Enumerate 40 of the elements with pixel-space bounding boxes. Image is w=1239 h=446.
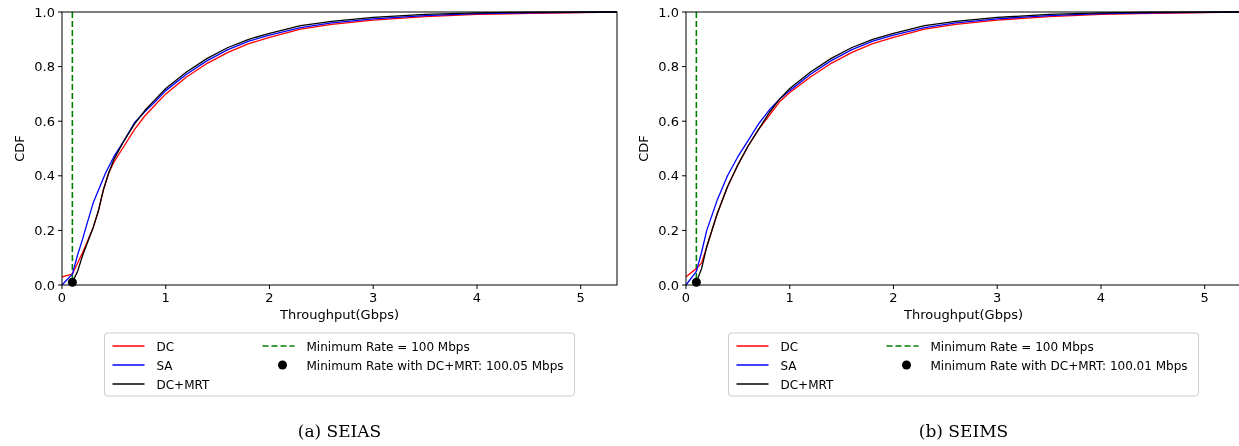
legend-label: DC+MRT <box>780 377 834 392</box>
legend-label: Minimum Rate = 100 Mbps <box>930 339 1094 354</box>
text: (b) SEIMS <box>918 421 1009 441</box>
y-tick-label: 0.8 <box>658 59 679 75</box>
x-tick-label: 1 <box>161 290 170 305</box>
x-tick-label: 4 <box>472 290 482 305</box>
text: (a) SEIAS <box>297 421 382 441</box>
y-tick-label: 1.0 <box>34 4 55 20</box>
y-tick-label: 0.6 <box>34 113 55 129</box>
y-axis-title: CDF <box>12 135 27 162</box>
y-tick-label: 0.4 <box>658 168 679 184</box>
x-tick-label: 3 <box>369 290 378 305</box>
x-tick-label: 3 <box>993 290 1002 305</box>
x-tick-label: 1 <box>785 290 794 305</box>
x-axis-title: Throughput(Gbps) <box>902 307 1024 322</box>
legend-label: SA <box>780 358 798 373</box>
x-tick-label: 2 <box>265 290 274 305</box>
legend-label: DC <box>156 339 175 354</box>
legend-label: DC+MRT <box>156 377 210 392</box>
x-tick-label: 4 <box>1096 290 1106 305</box>
y-tick-label: 1.0 <box>658 4 679 20</box>
legend-label: Minimum Rate with DC+MRT: 100.01 Mbps <box>930 358 1188 373</box>
x-tick-label: 0 <box>681 290 691 305</box>
legend-label: SA <box>156 358 174 373</box>
y-tick-label: 0.2 <box>658 222 679 238</box>
x-axis-title: Throughput(Gbps) <box>278 307 400 322</box>
y-tick-label: 0.0 <box>34 277 55 293</box>
y-tick-label: 0.6 <box>658 113 679 129</box>
y-tick-label: 0.8 <box>34 59 55 75</box>
x-tick-label: 2 <box>889 290 898 305</box>
legend-label: DC <box>780 339 799 354</box>
x-tick-label: 5 <box>576 290 585 305</box>
legend-label: Minimum Rate with DC+MRT: 100.05 Mbps <box>306 358 564 373</box>
x-tick-label: 0 <box>57 290 67 305</box>
y-tick-label: 0.2 <box>34 222 55 238</box>
y-tick-label: 0.0 <box>658 277 679 293</box>
y-axis-title: CDF <box>636 135 651 162</box>
legend-label: Minimum Rate = 100 Mbps <box>306 339 470 354</box>
x-tick-label: 5 <box>1200 290 1209 305</box>
y-tick-label: 0.4 <box>34 168 55 184</box>
